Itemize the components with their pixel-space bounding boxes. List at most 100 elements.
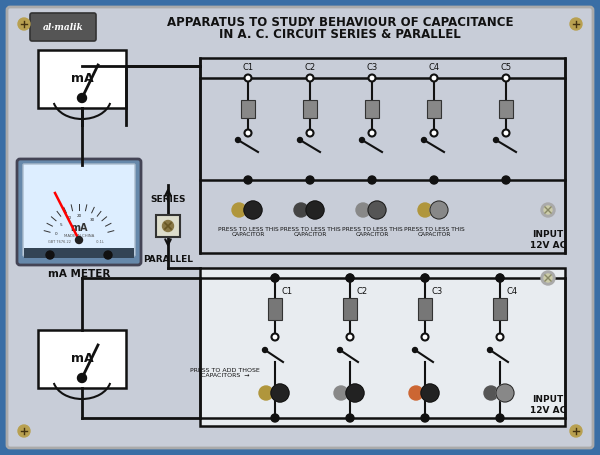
Circle shape <box>346 274 354 282</box>
Text: 0: 0 <box>55 232 57 236</box>
Circle shape <box>346 414 354 422</box>
Circle shape <box>334 386 348 400</box>
Text: PRESS TO LESS THIS
CAPACITOR: PRESS TO LESS THIS CAPACITOR <box>280 227 340 238</box>
Text: 5: 5 <box>59 222 62 227</box>
Circle shape <box>347 334 353 340</box>
Text: C1: C1 <box>281 288 293 297</box>
Text: mA: mA <box>70 223 88 233</box>
Circle shape <box>46 251 54 259</box>
Bar <box>343 298 357 320</box>
Circle shape <box>493 137 499 142</box>
Bar <box>24 248 134 258</box>
Text: SERIES: SERIES <box>150 196 186 204</box>
FancyBboxPatch shape <box>200 268 565 426</box>
Text: 10: 10 <box>66 216 71 220</box>
Circle shape <box>18 425 30 437</box>
FancyBboxPatch shape <box>23 164 135 256</box>
Text: mA METER: mA METER <box>48 269 110 279</box>
FancyBboxPatch shape <box>7 7 593 448</box>
Text: PARALLEL: PARALLEL <box>143 256 193 264</box>
Circle shape <box>421 334 428 340</box>
Circle shape <box>413 348 418 353</box>
Text: C5: C5 <box>500 64 512 72</box>
Circle shape <box>244 201 262 219</box>
Circle shape <box>76 237 83 243</box>
Circle shape <box>484 386 498 400</box>
Circle shape <box>271 334 278 340</box>
Circle shape <box>271 274 279 282</box>
Circle shape <box>503 130 509 136</box>
Circle shape <box>541 203 555 217</box>
Text: 20: 20 <box>76 214 82 218</box>
Text: PRESS TO ADD THOSE
CAPACITORS  →: PRESS TO ADD THOSE CAPACITORS → <box>190 368 260 379</box>
Circle shape <box>409 386 423 400</box>
Text: PRESS TO LESS THIS
CAPACITOR: PRESS TO LESS THIS CAPACITOR <box>218 227 278 238</box>
Circle shape <box>263 348 268 353</box>
Circle shape <box>271 384 289 402</box>
Circle shape <box>18 18 30 30</box>
Circle shape <box>245 130 251 136</box>
Circle shape <box>368 176 376 184</box>
Circle shape <box>77 93 86 102</box>
Circle shape <box>544 206 552 214</box>
Circle shape <box>544 274 552 282</box>
Circle shape <box>487 348 493 353</box>
Circle shape <box>431 75 437 81</box>
Circle shape <box>421 274 429 282</box>
Circle shape <box>359 137 365 142</box>
Circle shape <box>307 130 314 136</box>
FancyBboxPatch shape <box>30 13 96 41</box>
Text: C2: C2 <box>304 64 316 72</box>
Circle shape <box>232 203 246 217</box>
Text: mA: mA <box>71 71 94 85</box>
Circle shape <box>421 274 428 282</box>
Circle shape <box>347 274 353 282</box>
Circle shape <box>430 176 438 184</box>
Text: C4: C4 <box>428 64 440 72</box>
Circle shape <box>77 374 86 383</box>
Circle shape <box>368 75 376 81</box>
Circle shape <box>421 384 439 402</box>
Circle shape <box>497 334 503 340</box>
Circle shape <box>306 201 324 219</box>
Circle shape <box>502 176 510 184</box>
FancyBboxPatch shape <box>38 50 126 108</box>
Text: 30: 30 <box>90 218 95 222</box>
Circle shape <box>368 201 386 219</box>
Circle shape <box>497 274 503 282</box>
Circle shape <box>496 384 514 402</box>
Circle shape <box>337 348 343 353</box>
Bar <box>241 100 255 118</box>
Bar <box>365 100 379 118</box>
Text: IN A. C. CIRCUIT SERIES & PARALLEL: IN A. C. CIRCUIT SERIES & PARALLEL <box>219 29 461 41</box>
Bar <box>418 298 432 320</box>
Bar <box>499 100 513 118</box>
Text: GBT 7676.22: GBT 7676.22 <box>49 240 71 244</box>
Circle shape <box>503 75 509 81</box>
Circle shape <box>356 203 370 217</box>
Circle shape <box>271 274 278 282</box>
FancyBboxPatch shape <box>156 215 180 237</box>
Circle shape <box>163 221 173 232</box>
FancyBboxPatch shape <box>17 159 141 265</box>
Text: PRESS TO LESS THIS
CAPACITOR: PRESS TO LESS THIS CAPACITOR <box>404 227 464 238</box>
Text: INPUT
12V AC: INPUT 12V AC <box>530 395 566 415</box>
Text: C1: C1 <box>242 64 254 72</box>
Circle shape <box>307 75 314 81</box>
Bar <box>427 100 441 118</box>
Circle shape <box>570 18 582 30</box>
Circle shape <box>421 137 427 142</box>
Text: C4: C4 <box>506 288 518 297</box>
Bar <box>303 100 317 118</box>
Text: al·malik: al·malik <box>43 22 83 31</box>
Text: APPARATUS TO STUDY BEHAVIOUR OF CAPACITANCE: APPARATUS TO STUDY BEHAVIOUR OF CAPACITA… <box>167 15 513 29</box>
Bar <box>268 298 282 320</box>
Circle shape <box>430 201 448 219</box>
Text: PRESS TO LESS THIS
CAPACITOR: PRESS TO LESS THIS CAPACITOR <box>341 227 403 238</box>
Circle shape <box>496 414 504 422</box>
Circle shape <box>418 203 432 217</box>
Circle shape <box>294 203 308 217</box>
Circle shape <box>306 176 314 184</box>
FancyBboxPatch shape <box>38 330 126 388</box>
Text: C3: C3 <box>367 64 377 72</box>
